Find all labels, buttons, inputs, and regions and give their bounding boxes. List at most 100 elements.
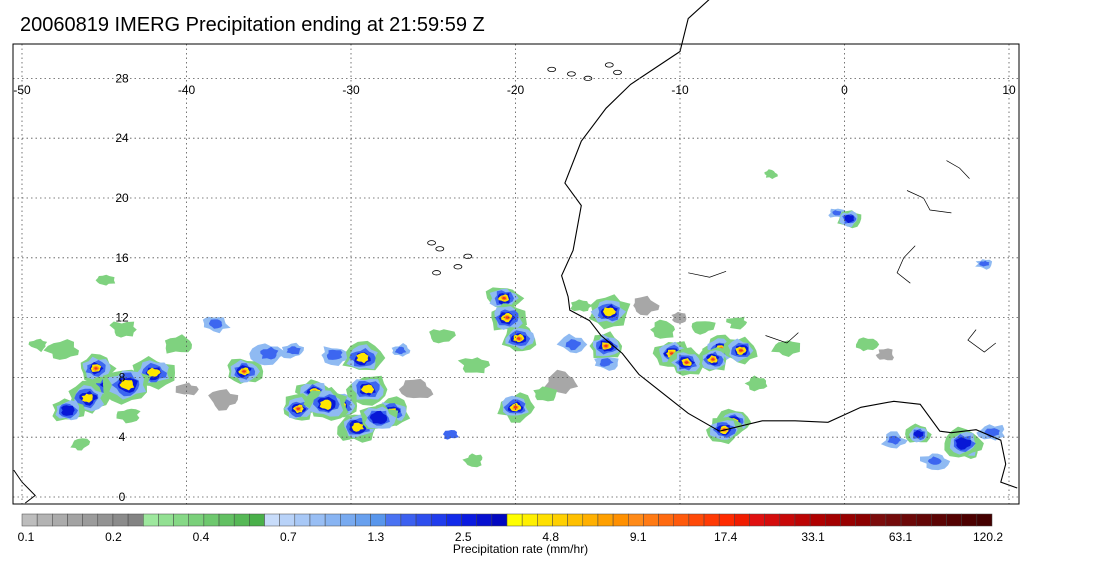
colorbar-swatch: [218, 513, 235, 527]
rain-patch: [457, 357, 491, 374]
rain-patch: [95, 274, 116, 286]
colorbar-tick-label: 1.3: [367, 530, 384, 544]
rain-patch: [764, 169, 778, 179]
rain-cell: [699, 347, 727, 372]
colorbar-swatch: [340, 513, 356, 527]
colorbar-swatch: [552, 513, 568, 527]
colorbar-tick-label: 33.1: [801, 530, 825, 544]
rain-patch: [116, 408, 141, 424]
inland-water-outline: [688, 270, 727, 278]
colorbar-swatch: [855, 513, 871, 527]
rain-patch: [109, 321, 137, 338]
colorbar-swatch: [612, 513, 629, 527]
colorbar-swatch: [446, 513, 462, 527]
island-outline: [435, 246, 445, 252]
colorbar-swatch: [324, 513, 341, 527]
colorbar-swatch: [764, 513, 781, 527]
colorbar-swatch: [718, 513, 735, 527]
colorbar-swatch: [279, 513, 296, 527]
colorbar-swatch: [734, 513, 750, 527]
colorbar-swatch: [688, 513, 705, 527]
rain-patch: [671, 311, 687, 324]
colorbar-swatch: [597, 513, 614, 527]
inland-water-outline: [896, 245, 916, 284]
rain-patch: [691, 321, 716, 335]
rain-patch: [202, 316, 231, 334]
lon-tick-label: -40: [178, 83, 196, 97]
colorbar-swatch: [400, 513, 417, 527]
colorbar-swatch: [840, 513, 856, 527]
colorbar-tick-label: 0.1: [18, 530, 35, 544]
colorbar-swatch: [370, 513, 386, 527]
colorbar-swatch: [127, 513, 144, 527]
rain-cell: [80, 353, 117, 384]
rain-cell: [722, 336, 758, 365]
colorbar-swatch: [946, 513, 962, 527]
rain-cell: [303, 386, 349, 421]
rain-patch: [594, 356, 619, 371]
rain-patch: [70, 438, 91, 451]
inland-water-outline: [946, 160, 970, 179]
colorbar-swatch: [794, 513, 811, 527]
colorbar-swatch: [294, 513, 311, 527]
rain-patch: [321, 346, 350, 366]
rain-patch: [744, 375, 768, 392]
colorbar-swatch: [36, 513, 53, 527]
lat-tick-label: 16: [115, 251, 129, 265]
lon-tick-label: -50: [13, 83, 31, 97]
colorbar-swatch: [643, 513, 659, 527]
colorbar-swatch: [537, 513, 553, 527]
island-outline: [613, 69, 622, 76]
colorbar-swatch: [67, 513, 83, 527]
rain-cell: [346, 375, 388, 406]
lat-tick-label: 4: [119, 430, 126, 444]
map-title: 20060819 IMERG Precipitation ending at 2…: [20, 14, 485, 36]
coastline: [13, 0, 1018, 504]
rain-patch: [570, 299, 593, 312]
colorbar-tick-label: 63.1: [889, 530, 913, 544]
rain-cell: [905, 423, 932, 443]
lat-lon-grid: [13, 44, 1019, 504]
colorbar-swatch: [628, 513, 644, 527]
inland-water-outline: [765, 332, 799, 344]
island-outline: [432, 270, 441, 276]
colorbar-swatch: [97, 513, 114, 527]
rain-patch: [249, 343, 288, 366]
colorbar-swatch: [264, 513, 280, 527]
colorbar-swatch: [931, 513, 947, 527]
rain-patch: [533, 386, 558, 402]
colorbar-swatch: [825, 513, 841, 527]
lon-tick-label: -20: [507, 83, 525, 97]
colorbar-swatch: [355, 513, 371, 527]
colorbar-swatch: [385, 513, 402, 527]
rain-cell: [342, 340, 386, 371]
island-outline: [453, 264, 463, 270]
colorbar-tick-label: 120.2: [973, 530, 1003, 544]
rain-patch: [175, 382, 199, 396]
south-america-coastline: [13, 469, 36, 504]
colorbar-swatch: [506, 513, 523, 527]
colorbar-swatch: [188, 513, 205, 527]
colorbar-swatch: [491, 513, 508, 527]
colorbar-tick-label: 0.2: [105, 530, 122, 544]
colorbar-swatch: [915, 513, 932, 527]
map-frame: [12, 43, 1020, 505]
rain-patch: [429, 329, 456, 344]
colorbar-swatch: [173, 513, 189, 527]
rain-patch: [855, 337, 880, 352]
rain-cell: [359, 403, 399, 430]
island-outline: [463, 253, 473, 259]
colorbar-swatch: [885, 513, 902, 527]
colorbar-swatch: [961, 513, 978, 527]
island-outline: [604, 62, 614, 68]
rain-cell: [497, 392, 535, 423]
colorbar-tick-label: 9.1: [630, 530, 647, 544]
lat-tick-label: 20: [115, 191, 129, 205]
colorbar-swatch: [521, 513, 538, 527]
rain-patch: [462, 453, 483, 468]
rain-patch: [880, 431, 908, 449]
island-outline: [427, 240, 437, 246]
rain-patch: [556, 333, 588, 354]
